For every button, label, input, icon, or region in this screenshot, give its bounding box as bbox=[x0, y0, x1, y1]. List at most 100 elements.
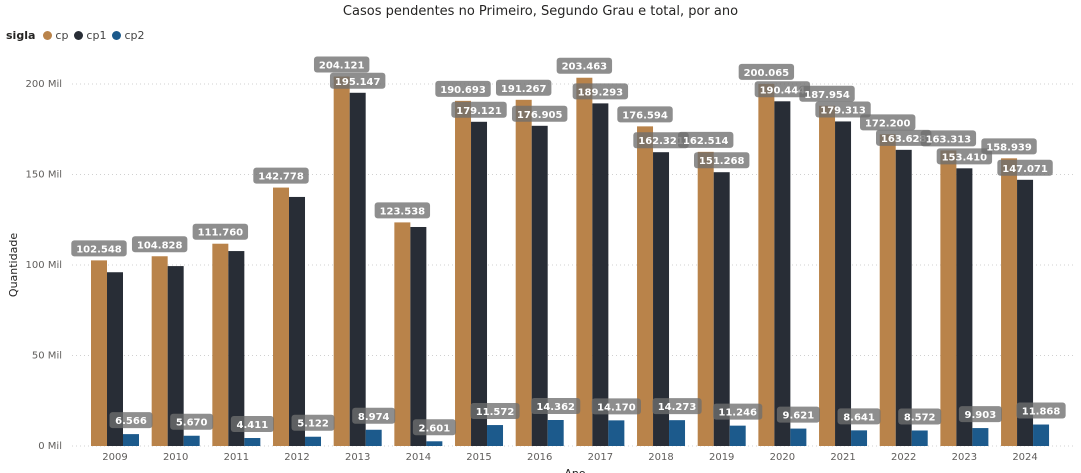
bar-cp-2012 bbox=[273, 187, 290, 446]
bar-cp-2022 bbox=[879, 134, 896, 446]
y-tick-label: 200 Mil bbox=[26, 79, 62, 90]
data-label-bg bbox=[291, 414, 335, 431]
data-label-bg bbox=[253, 167, 309, 184]
bar-cp-2024 bbox=[1001, 158, 1018, 446]
legend-dot-icon bbox=[74, 31, 84, 40]
bar-cp2-2019 bbox=[729, 425, 746, 446]
data-label-cp-2022: 172.200 bbox=[865, 118, 911, 129]
data-label-bg bbox=[617, 106, 673, 123]
bar-cp1-2012 bbox=[289, 196, 306, 446]
data-label-bg bbox=[109, 412, 153, 429]
legend-dot-icon bbox=[43, 31, 53, 40]
bar-cp-2010 bbox=[151, 256, 168, 446]
data-label-cp-2023: 163.313 bbox=[926, 134, 972, 145]
data-label-bg bbox=[374, 202, 431, 219]
data-label-cp-2012: 142.778 bbox=[258, 172, 304, 183]
bar-cp1-2022 bbox=[895, 149, 912, 446]
bar-cp-2009 bbox=[91, 260, 107, 446]
bar-cp-2017 bbox=[576, 77, 593, 447]
bar-cp1-2018 bbox=[653, 152, 670, 447]
data-label-bg bbox=[694, 152, 750, 169]
data-label-cp-2024: 158.939 bbox=[986, 142, 1032, 153]
data-label-cp-2014: 123.538 bbox=[380, 206, 426, 217]
legend-item-cp[interactable]: cp bbox=[43, 29, 68, 42]
data-label-bg bbox=[958, 406, 1002, 423]
data-label-bg bbox=[815, 101, 871, 118]
data-label-bg bbox=[435, 80, 491, 97]
bar-cp-2021 bbox=[819, 105, 836, 447]
data-label-cp2-2018: 14.273 bbox=[658, 402, 697, 413]
bar-cp1-2024 bbox=[1017, 179, 1034, 446]
bar-cp1-2020 bbox=[774, 101, 791, 446]
y-tick-label: 150 Mil bbox=[26, 170, 62, 181]
data-label-bg bbox=[451, 101, 507, 118]
x-tick-label: 2012 bbox=[284, 452, 309, 463]
data-label-cp2-2010: 5.670 bbox=[176, 418, 208, 429]
bar-cp-2018 bbox=[637, 126, 654, 446]
data-label-cp2-2019: 11.246 bbox=[718, 408, 757, 419]
data-label-bg bbox=[738, 63, 795, 80]
bar-cp2-2018 bbox=[669, 420, 686, 446]
legend-dot-icon bbox=[112, 31, 122, 40]
data-label-cp-2010: 104.828 bbox=[137, 240, 183, 251]
data-label-bg bbox=[876, 129, 932, 146]
bar-cp-2016 bbox=[515, 99, 532, 446]
bar-cp2-2020 bbox=[790, 428, 807, 446]
data-label-bg bbox=[531, 398, 581, 415]
data-label-bg bbox=[936, 148, 993, 165]
data-label-cp2-2024: 11.868 bbox=[1022, 407, 1061, 418]
data-label-bg bbox=[898, 408, 942, 425]
bar-cp-2015 bbox=[455, 100, 472, 446]
x-tick-label: 2022 bbox=[891, 452, 916, 463]
data-label-cp-2009: 102.548 bbox=[76, 244, 122, 255]
data-label-bg bbox=[170, 413, 214, 430]
bar-cp1-2016 bbox=[531, 125, 548, 447]
data-label-bg bbox=[981, 138, 1037, 155]
bar-cp2-2022 bbox=[911, 430, 928, 446]
data-label-cp1-2017: 189.293 bbox=[578, 87, 624, 98]
data-label-cp-2020: 200.065 bbox=[744, 68, 790, 79]
data-label-cp2-2016: 14.362 bbox=[536, 402, 575, 413]
data-label-bg bbox=[131, 236, 188, 253]
data-label-cp1-2024: 147.071 bbox=[1002, 164, 1048, 175]
bar-cp1-2023 bbox=[956, 168, 973, 447]
bar-cp1-2014 bbox=[410, 226, 427, 446]
data-label-bg bbox=[591, 398, 641, 415]
bar-cp-2023 bbox=[940, 150, 957, 446]
x-tick-label: 2015 bbox=[466, 452, 491, 463]
data-label-bg bbox=[71, 240, 127, 257]
data-label-cp1-2016: 176.905 bbox=[517, 110, 563, 121]
x-tick-label: 2011 bbox=[224, 452, 249, 463]
y-tick-label: 100 Mil bbox=[26, 260, 62, 271]
data-label-bg bbox=[412, 419, 456, 436]
legend-item-cp1[interactable]: cp1 bbox=[74, 29, 106, 42]
legend-label: cp2 bbox=[124, 29, 145, 42]
bar-cp1-2017 bbox=[592, 103, 609, 446]
data-label-cp1-2013: 195.147 bbox=[335, 77, 381, 88]
y-axis-label: Quantidade bbox=[7, 233, 20, 297]
bar-cp2-2016 bbox=[547, 420, 564, 446]
data-label-bg bbox=[313, 56, 370, 73]
data-label-bg bbox=[754, 81, 811, 98]
bar-cp2-2013 bbox=[365, 429, 382, 446]
data-label-bg bbox=[920, 130, 977, 147]
data-label-cp-2011: 111.760 bbox=[198, 228, 244, 239]
data-label-bg bbox=[713, 403, 763, 420]
bar-cp1-2019 bbox=[713, 172, 730, 446]
legend-label: cp1 bbox=[86, 29, 107, 42]
chart-title: Casos pendentes no Primeiro, Segundo Gra… bbox=[342, 4, 739, 19]
data-label-cp2-2022: 8.572 bbox=[904, 412, 936, 423]
x-tick-label: 2024 bbox=[1012, 452, 1037, 463]
bar-cp-2014 bbox=[394, 222, 411, 446]
bar-cp2-2009 bbox=[123, 434, 139, 446]
y-tick-label: 50 Mil bbox=[32, 351, 62, 362]
data-label-cp-2019: 162.514 bbox=[683, 136, 729, 147]
data-label-cp-2013: 204.121 bbox=[319, 61, 365, 72]
legend-item-cp2[interactable]: cp2 bbox=[112, 29, 144, 42]
x-tick-label: 2020 bbox=[770, 452, 795, 463]
data-label-bg bbox=[652, 398, 702, 415]
x-tick-label: 2009 bbox=[102, 452, 127, 463]
x-tick-label: 2018 bbox=[648, 452, 673, 463]
legend: sigla cp cp1 cp2 bbox=[6, 29, 144, 42]
